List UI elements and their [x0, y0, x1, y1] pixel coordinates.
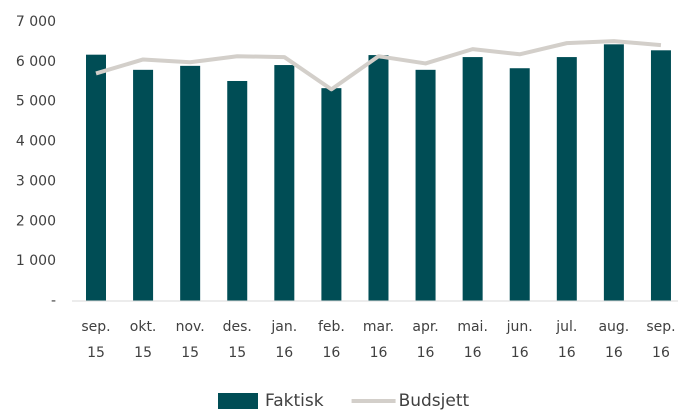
bar	[368, 55, 389, 302]
legend-label: Budsjett	[399, 391, 470, 411]
bar	[133, 69, 154, 301]
x-tick-label: 16	[511, 345, 529, 361]
x-tick-label: 16	[558, 345, 576, 361]
bar	[556, 57, 577, 302]
x-tick-label: 16	[417, 345, 435, 361]
x-tick-label: 16	[370, 345, 388, 361]
bar	[462, 57, 483, 302]
y-tick-label: 6 000	[16, 54, 56, 70]
x-tick-label: apr.	[412, 319, 438, 335]
x-tick-label: 16	[464, 345, 482, 361]
bar	[509, 68, 530, 301]
bar	[227, 80, 248, 301]
x-tick-label: mai.	[457, 319, 488, 335]
y-tick-label: 5 000	[16, 94, 56, 110]
x-tick-label: 16	[322, 345, 340, 361]
x-tick-label: 15	[181, 345, 199, 361]
x-tick-label: 16	[275, 345, 293, 361]
bar	[415, 69, 436, 301]
x-tick-label: 15	[228, 345, 246, 361]
x-tick-label: okt.	[130, 319, 157, 335]
x-tick-label: sep.	[81, 319, 110, 335]
x-tick-label: 16	[605, 345, 623, 361]
y-tick-label: 2 000	[16, 213, 56, 229]
x-tick-label: 15	[87, 345, 105, 361]
y-tick-label: -	[51, 293, 56, 309]
y-tick-label: 4 000	[16, 134, 56, 150]
y-tick-label: 7 000	[16, 14, 56, 30]
x-tick-label: nov.	[176, 319, 205, 335]
bar	[180, 65, 201, 301]
y-tick-label: 1 000	[16, 253, 56, 269]
bar	[603, 44, 624, 301]
x-tick-label: jul.	[555, 319, 577, 335]
bar	[86, 54, 106, 301]
bar	[650, 50, 671, 302]
x-tick-label: jun.	[506, 319, 533, 335]
x-tick-label: 15	[134, 345, 152, 361]
y-tick-label: 3 000	[16, 173, 56, 189]
legend-label: Faktisk	[265, 391, 324, 411]
bar	[274, 65, 295, 301]
line	[95, 39, 662, 92]
x-tick-label: 16	[652, 345, 670, 361]
x-tick-label: feb.	[318, 319, 345, 335]
x-tick-label: aug.	[598, 319, 629, 335]
x-tick-label: jan.	[270, 319, 297, 335]
x-tick-label: sep.	[646, 319, 675, 335]
x-tick-label: mar.	[363, 319, 394, 335]
x-tick-label: des.	[223, 319, 252, 335]
bar	[321, 88, 342, 301]
legend-swatch	[218, 393, 258, 409]
